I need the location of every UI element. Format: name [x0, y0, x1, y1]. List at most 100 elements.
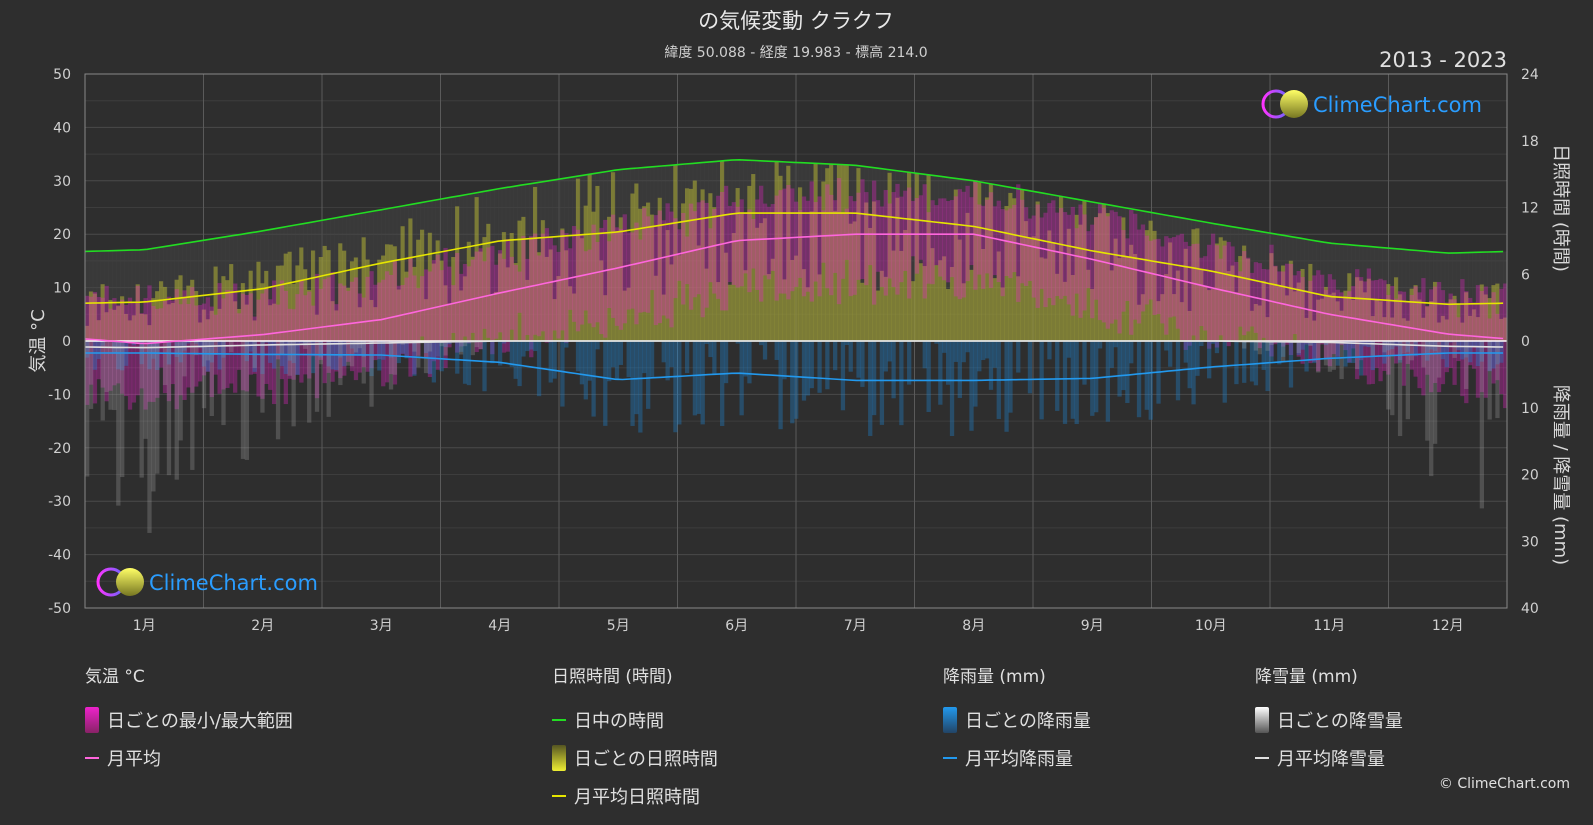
daylight-bar [1417, 250, 1422, 341]
sunshine-bar [961, 283, 966, 341]
temp-range-bar [731, 202, 737, 285]
period-label: 2013 - 2023 [1379, 48, 1507, 72]
daylight-bar [735, 159, 740, 341]
sunshine-bar [825, 168, 830, 341]
daylight-bar [708, 162, 713, 341]
legend-item-daylight[interactable]: 日中の時間 [552, 701, 718, 739]
rain-bar [533, 341, 538, 352]
temp-range-bar [466, 266, 472, 344]
rain-bar [1066, 341, 1072, 358]
temp-range-bar [1031, 215, 1036, 298]
line-swatch-icon [85, 757, 99, 759]
rain-bar [1351, 341, 1356, 363]
rain-bar [1027, 341, 1033, 394]
daylight-bar [338, 217, 343, 341]
temp-range-bar [1039, 217, 1044, 289]
snow-bar [1425, 341, 1430, 441]
daylight-bar [474, 193, 479, 341]
sunshine-bar [1168, 242, 1173, 341]
rain-bar [794, 341, 799, 419]
daylight-bar [123, 250, 129, 341]
legend-item-rain-mean[interactable]: 月平均降雨量 [943, 739, 1091, 777]
snow-bar [1265, 341, 1270, 351]
rain-bar [973, 341, 978, 407]
daylight-bar [1210, 223, 1216, 341]
daylight-bar [174, 244, 179, 341]
sunshine-bar [96, 320, 101, 341]
temp-range-bar [1448, 293, 1453, 369]
daylight-bar [817, 163, 822, 341]
daylight-bar [318, 220, 324, 341]
legend-item-temp-range[interactable]: 日ごとの最小/最大範囲 [85, 701, 293, 739]
legend-item-sunshine-mean[interactable]: 月平均日照時間 [552, 777, 718, 815]
rain-bar [938, 341, 943, 405]
daylight-bar [1304, 238, 1309, 341]
temp-range-bar [272, 280, 277, 405]
snow-bar [1269, 341, 1274, 346]
legend-item-daily-snow[interactable]: 日ごとの降雪量 [1255, 701, 1403, 739]
rain-bar [778, 341, 783, 430]
snow-bar [1401, 341, 1407, 354]
legend-item-temp-mean[interactable]: 月平均 [85, 739, 293, 777]
temp-range-bar [1358, 277, 1364, 361]
daily-rain-bars [85, 341, 1504, 437]
daylight-bar [552, 180, 557, 341]
sunshine-bar [1140, 294, 1146, 341]
sunshine-bar [926, 174, 931, 341]
brand-logo-bottom[interactable]: ClimeChart.com [96, 567, 318, 597]
daylight-bar [1448, 253, 1453, 341]
sunshine-bar [1121, 217, 1126, 341]
sunshine-bar [529, 237, 534, 341]
daylight-bar [330, 218, 335, 341]
legend-item-daily-rain[interactable]: 日ごとの降雨量 [943, 701, 1091, 739]
daylight-bar [1495, 251, 1500, 341]
temp-range-bar [1191, 244, 1196, 336]
temp-range-bar [1440, 290, 1446, 385]
sunshine-bar [1284, 295, 1290, 341]
daylight-bar [805, 162, 811, 341]
daylight-bar [918, 173, 924, 341]
rain-bar [848, 341, 853, 372]
logo-sun-icon [1280, 90, 1308, 118]
temp-range-bar [653, 215, 659, 326]
sunshine-bar [365, 259, 370, 341]
sunshine-bar [813, 163, 818, 341]
sunshine-bar [521, 216, 526, 341]
snow-bar [1495, 341, 1500, 419]
sunshine-bar [217, 308, 222, 341]
rain-bar [883, 341, 888, 372]
temp-range-bar [794, 201, 799, 287]
sunshine-bar [1113, 238, 1118, 341]
temp-range-bar [813, 202, 818, 282]
sunshine-bar [279, 265, 285, 341]
legend-item-snow-mean[interactable]: 月平均降雪量 [1255, 739, 1403, 777]
brand-logo-top[interactable]: ClimeChart.com [1261, 89, 1482, 119]
daylight-bar [762, 160, 768, 341]
climate-chart: 50 40 30 20 10 0 -10 -20 -30 -40 -50 24 18 12 6 0 10 20 3… [28, 9, 1571, 634]
sunshine-bar [953, 189, 959, 341]
rain-bar [1471, 341, 1477, 347]
sunshine-bar [252, 320, 257, 341]
daylight-bar [1358, 245, 1364, 341]
temp-range-bar [392, 261, 398, 385]
sunshine-bar [642, 206, 647, 341]
sunshine-bar [1047, 230, 1052, 341]
rain-bar [1468, 341, 1473, 363]
legend-item-daily-sunshine[interactable]: 日ごとの日照時間 [552, 739, 718, 777]
daylight-bar [412, 204, 417, 341]
sunshine-bar [1331, 292, 1336, 341]
temp-range-bar [720, 191, 725, 311]
rain-bar [439, 341, 444, 372]
sunshine-bar [794, 255, 799, 341]
rain-bar [194, 341, 199, 344]
sunshine-bar [517, 220, 522, 341]
right-hours-tick-label: 24 [1521, 67, 1539, 83]
sunshine-bar [883, 276, 888, 341]
sunshine-bar [1234, 292, 1239, 341]
sunshine-bar [704, 268, 709, 341]
temp-range-bar [494, 264, 499, 339]
daylight-bar [907, 172, 912, 341]
line-swatch-icon [943, 757, 957, 759]
temp-range-bar [1331, 279, 1336, 355]
temp-range-bar [318, 288, 324, 360]
